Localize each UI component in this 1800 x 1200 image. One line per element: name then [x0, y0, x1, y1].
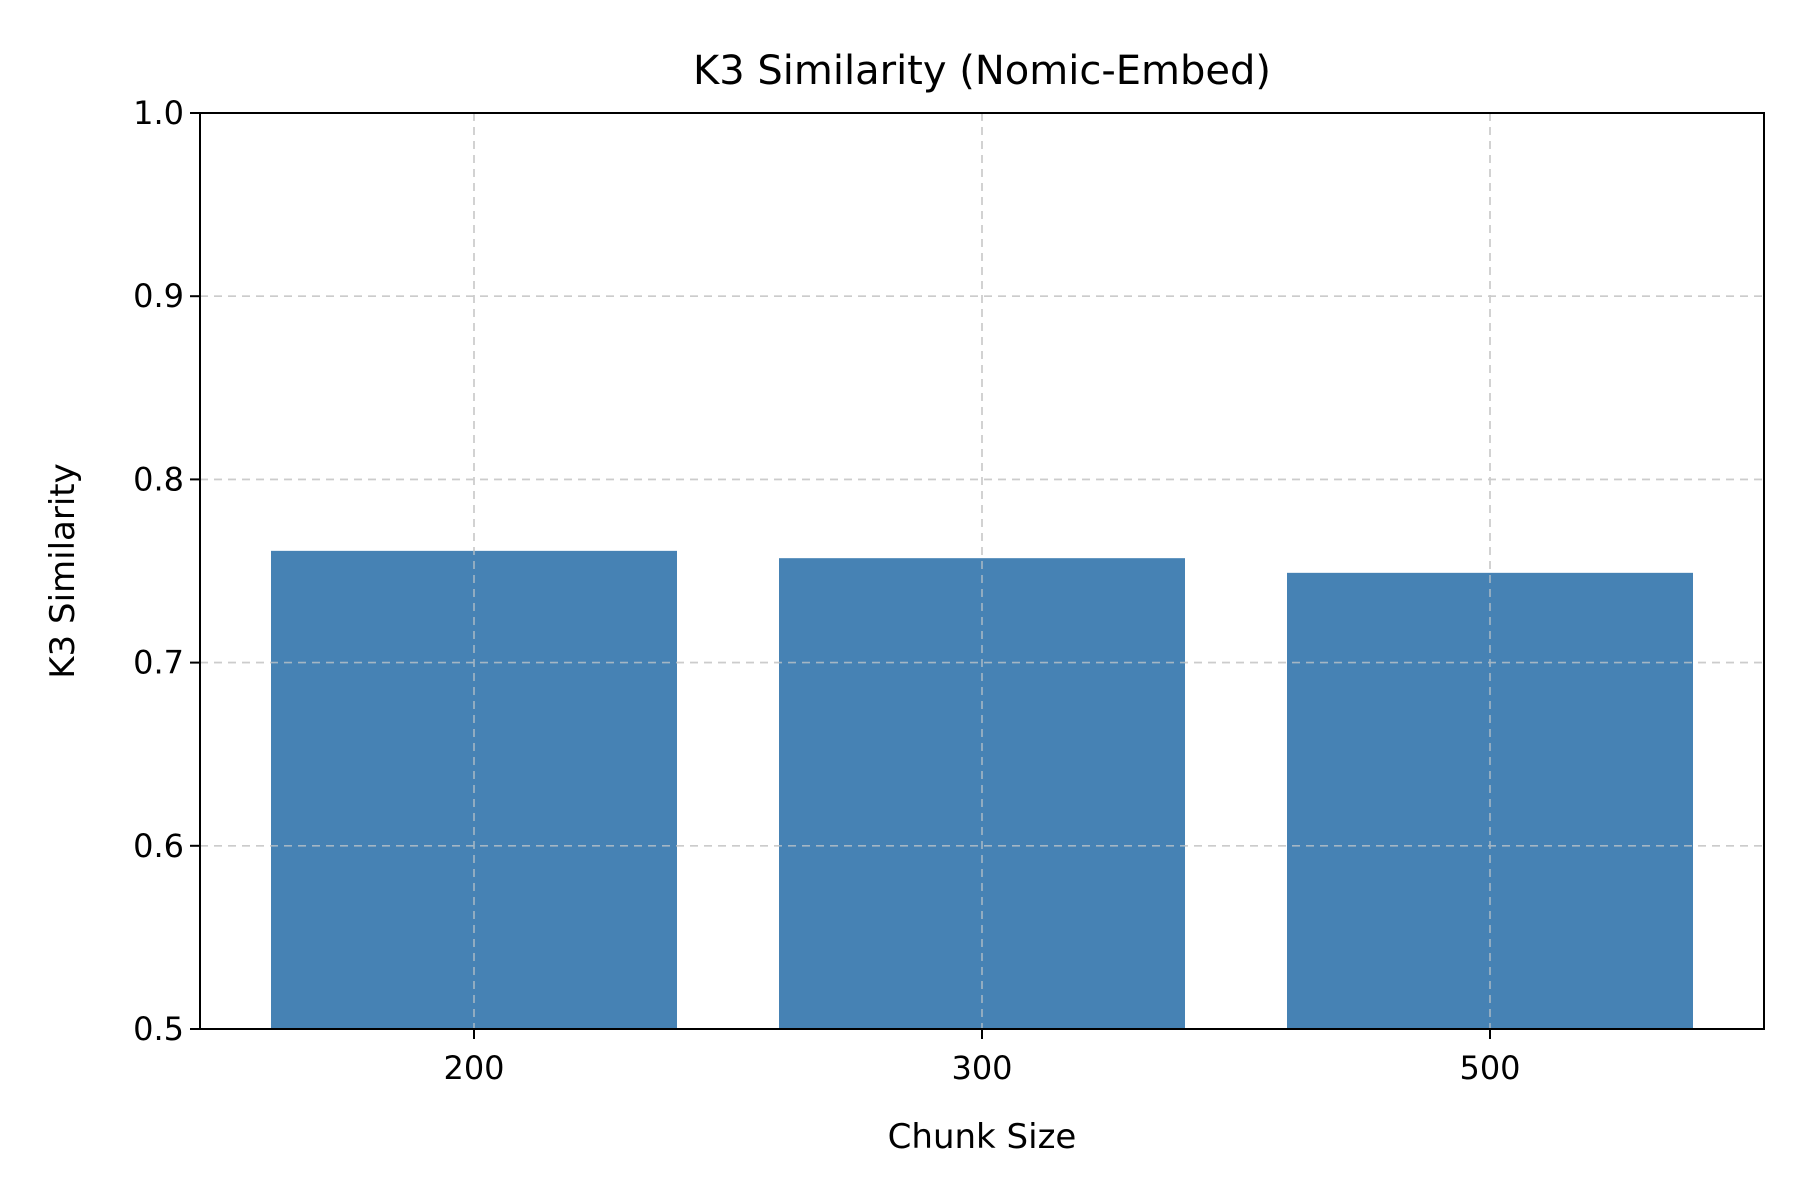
y-tick-label: 0.7 — [133, 644, 184, 682]
y-tick-label: 0.9 — [133, 277, 184, 315]
y-axis-label: K3 Similarity — [43, 463, 83, 679]
y-tick-label: 1.0 — [133, 94, 184, 132]
y-tick-label: 0.6 — [133, 827, 184, 865]
x-tick-label: 500 — [1459, 1049, 1520, 1087]
tick-layer: 0.5 0.6 0.7 0.8 0.9 1.0 200 300 500 — [133, 94, 1520, 1087]
chart-title: K3 Similarity (Nomic-Embed) — [693, 48, 1271, 94]
y-tick-label: 0.8 — [133, 460, 184, 498]
x-tick-label: 300 — [951, 1049, 1012, 1087]
x-axis-label: Chunk Size — [888, 1117, 1077, 1157]
y-tick-label: 0.5 — [133, 1010, 184, 1048]
x-tick-label: 200 — [443, 1049, 504, 1087]
